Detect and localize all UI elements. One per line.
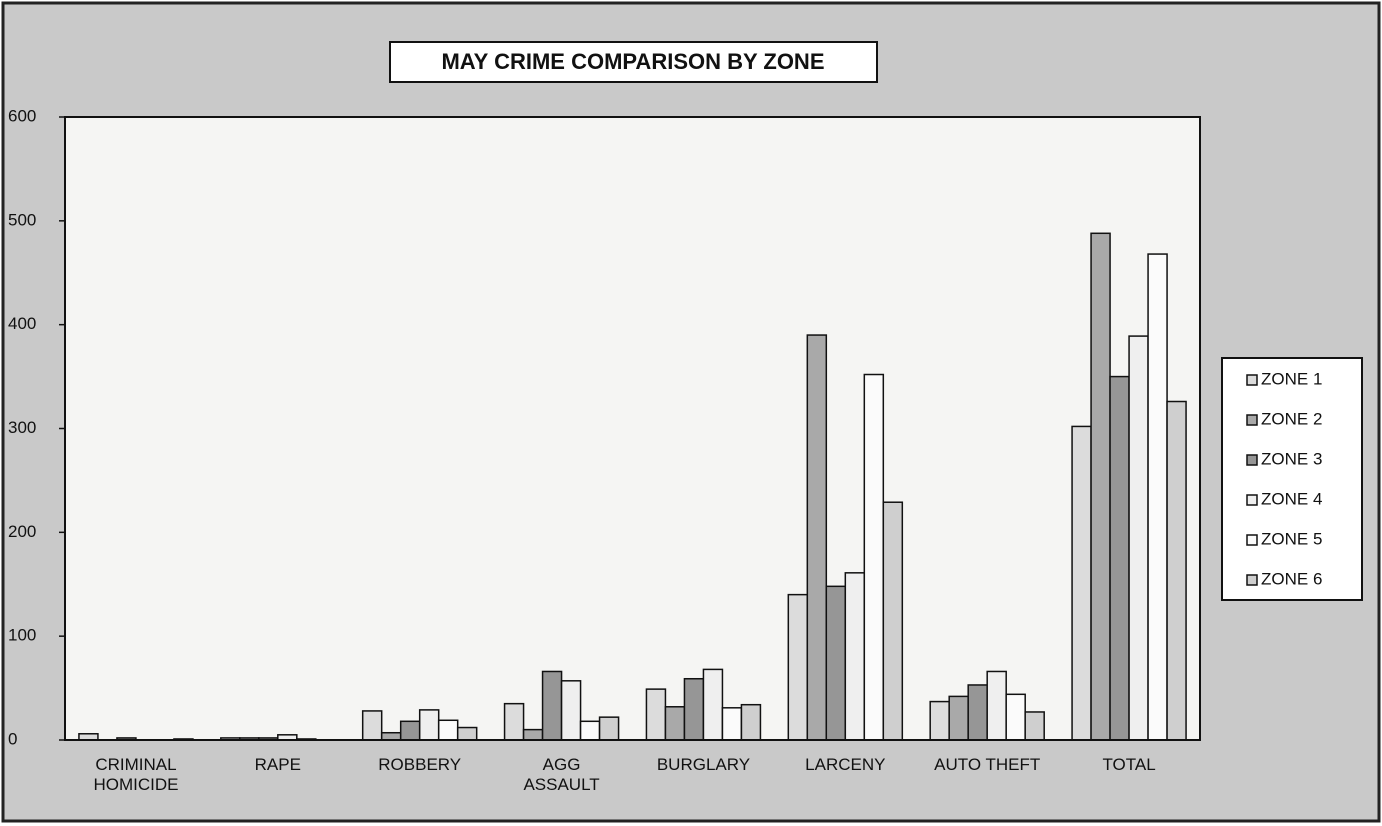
- bar: [683, 677, 705, 741]
- legend-label: ZONE 6: [1261, 569, 1322, 588]
- y-tick-label: 0: [8, 729, 17, 748]
- bar: [399, 720, 421, 741]
- x-tick-label: ROBBERY: [378, 755, 461, 774]
- legend-label: ZONE 1: [1261, 369, 1322, 388]
- bar: [1071, 425, 1092, 741]
- y-tick-label: 300: [8, 418, 36, 437]
- legend-swatch: [1246, 574, 1258, 586]
- bar: [503, 702, 525, 741]
- bar: [882, 501, 904, 741]
- bar: [740, 703, 762, 741]
- y-tick-label: 400: [8, 314, 36, 333]
- x-tick-label: BURGLARY: [657, 755, 750, 774]
- bar: [721, 707, 743, 741]
- bar: [806, 334, 828, 741]
- legend-box: [1221, 357, 1363, 601]
- y-tick-label: 500: [8, 210, 36, 229]
- bar: [863, 373, 885, 741]
- y-tick-label: 200: [8, 522, 36, 541]
- x-tick-label: RAPE: [255, 755, 301, 774]
- y-tick-label: 600: [8, 106, 36, 125]
- bar: [437, 719, 459, 741]
- x-tick-label: CRIMINAL HOMICIDE: [93, 755, 178, 794]
- x-tick-label: AGG ASSAULT: [523, 755, 599, 794]
- bar: [380, 731, 402, 741]
- bar: [1005, 693, 1026, 741]
- bar: [1024, 711, 1045, 741]
- bar: [522, 728, 544, 741]
- bar: [598, 716, 620, 741]
- legend-swatch: [1246, 414, 1258, 426]
- bar: [1166, 400, 1187, 741]
- bar: [986, 670, 1007, 741]
- bar: [560, 680, 582, 741]
- legend-swatch: [1246, 454, 1258, 466]
- x-tick-label: LARCENY: [805, 755, 885, 774]
- legend-swatch: [1246, 374, 1258, 386]
- legend-label: ZONE 5: [1261, 529, 1322, 548]
- bar: [844, 572, 866, 741]
- legend-label: ZONE 3: [1261, 449, 1322, 468]
- bar: [825, 585, 847, 741]
- bar: [645, 688, 667, 741]
- bar: [967, 684, 988, 741]
- legend-label: ZONE 4: [1261, 489, 1322, 508]
- bar: [1128, 335, 1149, 741]
- x-tick-label: AUTO THEFT: [934, 755, 1040, 774]
- legend-swatch: [1246, 534, 1258, 546]
- bar: [418, 709, 440, 741]
- legend-swatch: [1246, 494, 1258, 506]
- bar: [1147, 253, 1168, 741]
- plot-area: [64, 116, 1201, 741]
- title-box: [389, 41, 878, 83]
- legend-label: ZONE 2: [1261, 409, 1322, 428]
- bar: [1090, 232, 1111, 741]
- bar: [1109, 375, 1130, 741]
- bar: [929, 700, 950, 741]
- bar: [948, 695, 969, 741]
- bar: [787, 593, 809, 741]
- y-tick-label: 100: [8, 626, 36, 645]
- bar: [361, 710, 383, 741]
- x-tick-label: TOTAL: [1102, 755, 1155, 774]
- bar: [579, 720, 601, 741]
- bar: [456, 726, 478, 741]
- chart-title: MAY CRIME COMPARISON BY ZONE: [441, 49, 824, 74]
- bar: [664, 706, 686, 741]
- bar: [702, 668, 724, 741]
- bar: [541, 670, 563, 741]
